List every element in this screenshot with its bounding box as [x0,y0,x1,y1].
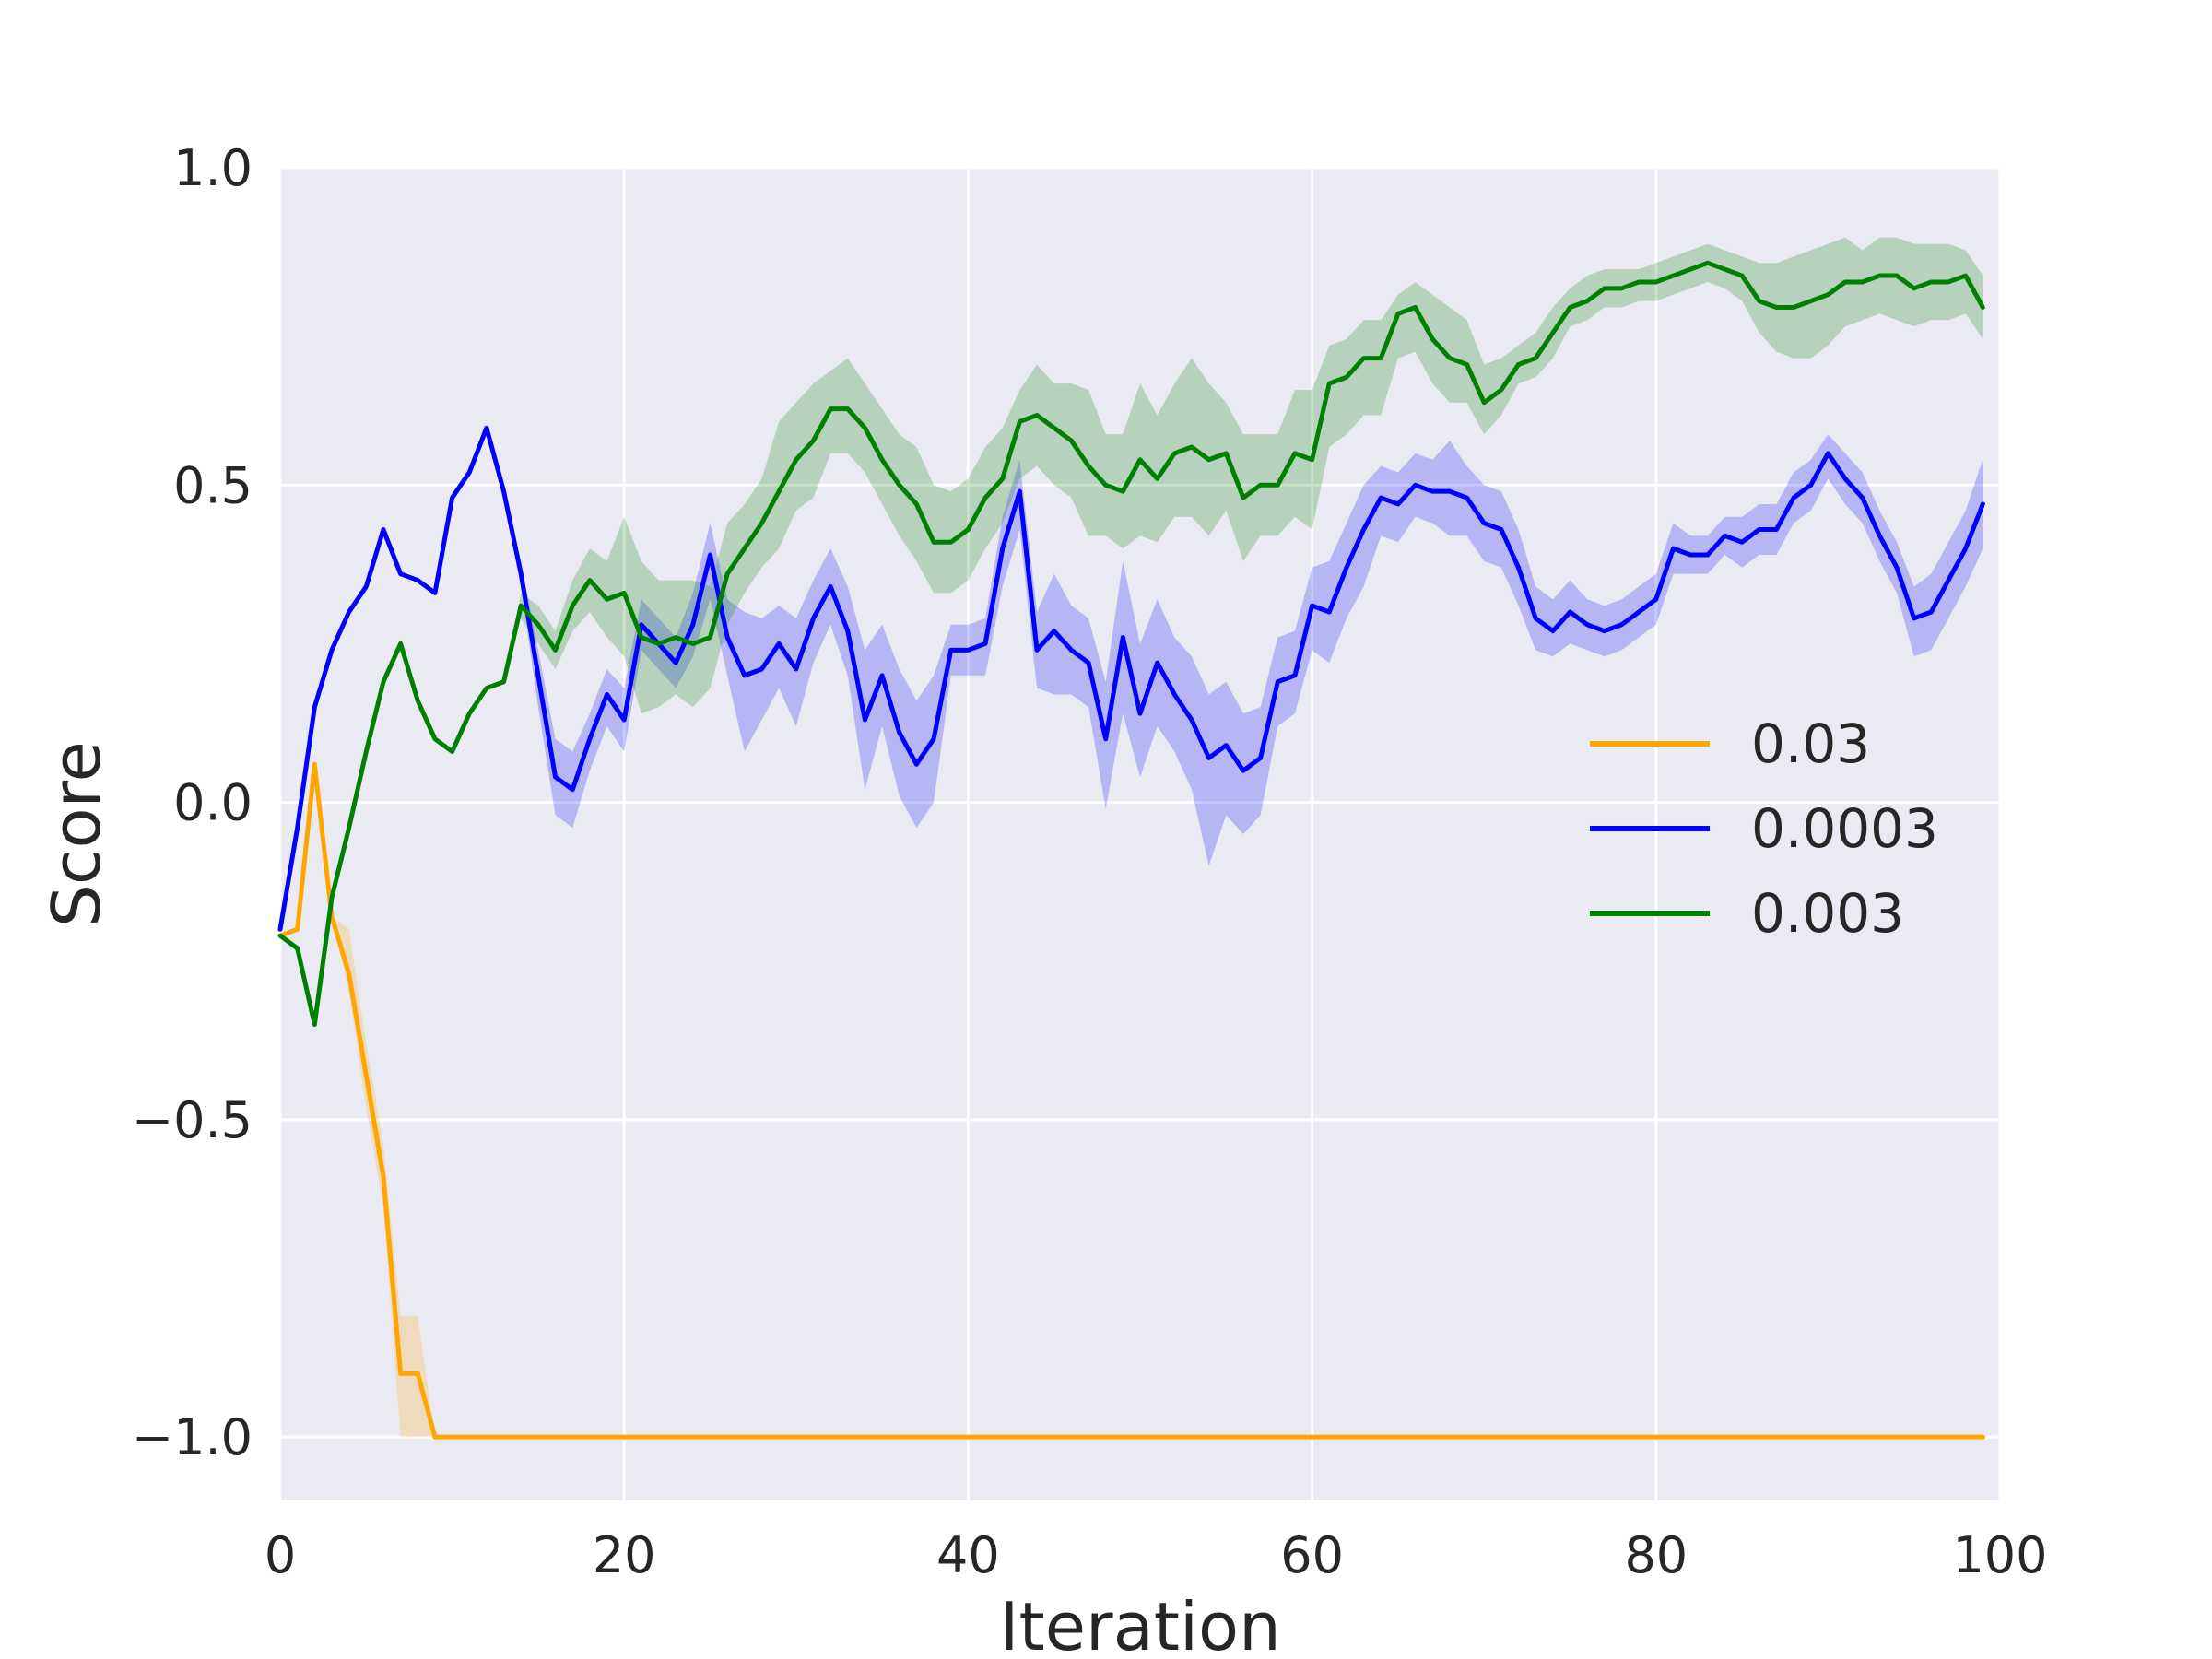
legend-label: 0.0003 [1751,797,1938,860]
legend-label: 0.03 [1751,712,1870,775]
plot-area [280,168,2000,1500]
x-tick-label: 60 [1280,1526,1344,1584]
x-tick-label: 100 [1952,1526,2047,1584]
y-tick-label: −1.0 [132,1408,253,1466]
x-tick-label: 0 [265,1526,296,1584]
series-lines [277,260,1985,1440]
legend: 0.03 0.0003 0.003 [1590,712,1938,945]
x-axis-label: Iteration [999,1588,1280,1659]
y-tick-label: −0.5 [132,1091,253,1149]
x-axis-ticks: 0 20 40 60 80 100 [265,1526,2048,1584]
x-tick-label: 20 [593,1526,656,1584]
x-tick-label: 80 [1624,1526,1688,1584]
legend-label: 0.003 [1751,882,1904,945]
y-tick-label: 0.0 [173,774,253,832]
y-axis-ticks: −1.0 −0.5 0.0 0.5 1.0 [132,139,253,1466]
y-axis-label: Score [38,741,115,927]
x-tick-label: 40 [936,1526,1000,1584]
y-tick-label: 1.0 [173,139,253,197]
series-line-0.03 [277,761,1985,1440]
y-tick-label: 0.5 [173,456,253,514]
series-line-0.003 [277,260,1985,1028]
band-0.003 [280,237,1983,1025]
series-line-0.0003 [277,425,1985,932]
